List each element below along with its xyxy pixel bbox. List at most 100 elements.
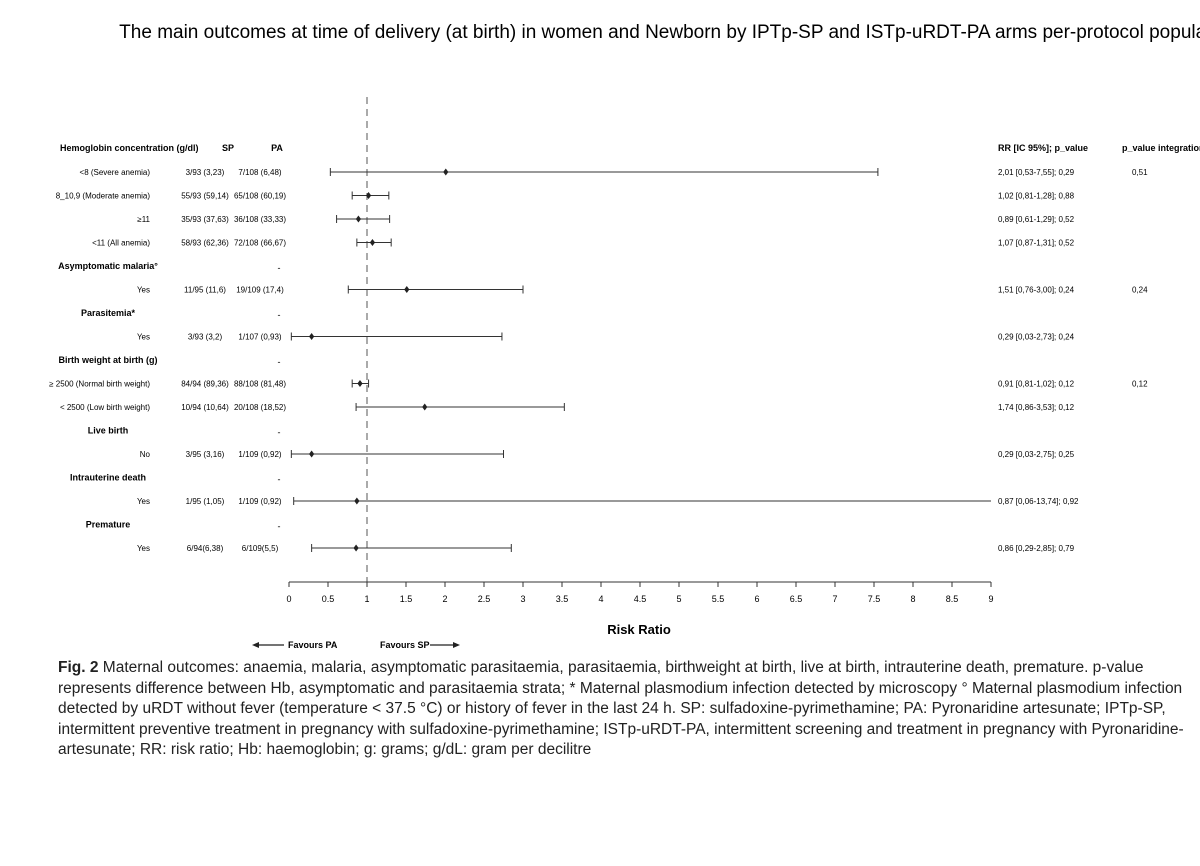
outcome-row: < 2500 (Low birth weight) 10/94 (10,64) 20…	[60, 403, 1075, 412]
rr-value: 1,02 [0,81-1,28]; 0,88	[998, 192, 1075, 201]
rr-value: 0,87 [0,06-13,74]; 0,92	[998, 497, 1079, 506]
favours-pa-arrowhead	[252, 642, 259, 648]
pa-value: 72/108 (66,67)	[234, 239, 286, 248]
sp-value: 3/93 (3,23)	[186, 168, 225, 177]
row-label: ≥ 2500 (Normal birth weight)	[49, 380, 150, 389]
pa-value: 88/108 (81,48)	[234, 380, 286, 389]
outcome-row: Yes 3/93 (3,2) 1/107 (0,93) 0,29 [0,03-2,73…	[137, 332, 1075, 342]
x-tick-label: 0.5	[322, 594, 335, 604]
group-header-row: Birth weight at birth (g) -	[59, 355, 281, 367]
group-label: Intrauterine death	[70, 473, 146, 483]
column-header-sp: SP	[222, 143, 234, 153]
rr-value: 0,29 [0,03-2,75]; 0,25	[998, 450, 1075, 459]
favours-sp-label: Favours SP	[380, 640, 430, 650]
x-tick-label: 2	[442, 594, 447, 604]
point-estimate	[353, 544, 359, 552]
sp-value: 6/94(6,38)	[187, 544, 224, 553]
sp-value: 10/94 (10,64)	[181, 403, 229, 412]
sp-value: 3/95 (3,16)	[186, 450, 225, 459]
pa-placeholder: -	[278, 428, 281, 438]
row-label: No	[140, 450, 151, 459]
point-estimate	[422, 403, 428, 411]
outcome-row: ≥ 2500 (Normal birth weight) 84/94 (89,36…	[49, 379, 1148, 389]
pa-placeholder: -	[278, 310, 281, 320]
chart-title: The main outcomes at time of delivery (a…	[119, 22, 1200, 43]
x-tick-label: 6	[754, 594, 759, 604]
figure-caption: Fig. 2 Maternal outcomes: anaemia, malar…	[58, 658, 1188, 761]
row-label: 8_10,9 (Moderate anemia)	[56, 192, 151, 201]
rr-value: 2,01 [0,53-7,55]; 0,29	[998, 168, 1075, 177]
column-header-pa: PA	[271, 143, 283, 153]
sp-value: 1/95 (1,05)	[186, 497, 225, 506]
caption-text: Maternal outcomes: anaemia, malaria, asy…	[58, 659, 1184, 758]
favours-sp-annotation: Favours SP	[380, 640, 460, 650]
pa-placeholder: -	[278, 522, 281, 532]
pa-value: 6/109(5,5)	[242, 544, 279, 553]
x-tick-label: 8.5	[946, 594, 959, 604]
x-tick-label: 7.5	[868, 594, 881, 604]
row-label: Yes	[137, 497, 150, 506]
point-estimate	[354, 497, 360, 505]
row-label: ≥11	[137, 215, 150, 224]
sp-value: 58/93 (62,36)	[181, 239, 229, 248]
group-header-row: Intrauterine death -	[70, 473, 281, 485]
point-estimate	[355, 215, 362, 223]
group-label: Asymptomatic malaria°	[58, 261, 158, 271]
outcome-row: <11 (All anemia) 58/93 (62,36) 72/108 (66,…	[92, 238, 1075, 248]
group-header-row: Live birth -	[88, 426, 281, 438]
column-header-label: Hemoglobin concentration (g/dl)	[60, 143, 199, 153]
x-tick-label: 3	[520, 594, 525, 604]
point-estimate	[404, 286, 410, 293]
x-tick-label: 3.5	[556, 594, 569, 604]
sp-value: 11/95 (11,6)	[184, 286, 226, 295]
point-estimate	[365, 192, 372, 199]
group-label: Premature	[86, 520, 131, 530]
pa-value: 1/107 (0,93)	[238, 333, 281, 342]
forest-plot: The main outcomes at time of delivery (a…	[49, 22, 1200, 650]
point-estimate	[309, 450, 315, 458]
x-tick-label: 6.5	[790, 594, 803, 604]
rr-value: 0,89 [0,61-1,29]; 0,52	[998, 215, 1075, 224]
rr-value: 0,86 [0,29-2,85]; 0,79	[998, 544, 1075, 553]
group-header-row: Asymptomatic malaria° -	[58, 261, 280, 273]
outcome-row: No 3/95 (3,16) 1/109 (0,92) 0,29 [0,03-2,75…	[140, 450, 1075, 459]
outcome-row: <8 (Severe anemia) 3/93 (3,23) 7/108 (6,48…	[80, 168, 1148, 177]
x-tick-label: 5.5	[712, 594, 725, 604]
pa-value: 7/108 (6,48)	[238, 168, 281, 177]
rr-value: 1,74 [0,86-3,53]; 0,12	[998, 403, 1075, 412]
x-tick-label: 0	[286, 594, 291, 604]
x-axis: 0 0.5 1 1.5 2 2.5 3 3.5 4 4.5 5 5.5 6 6.5 7 7.5 8 8.5 9	[286, 581, 994, 604]
x-tick-label: 5	[676, 594, 681, 604]
row-label: Yes	[137, 333, 150, 342]
sp-value: 84/94 (89,36)	[181, 380, 229, 389]
x-tick-label: 4	[598, 594, 603, 604]
p-integration-value: 0,51	[1132, 168, 1148, 177]
outcome-row: 8_10,9 (Moderate anemia) 55/93 (59,14) 65/…	[56, 191, 1075, 201]
group-header-row: Parasitemia* -	[81, 308, 281, 320]
sp-value: 55/93 (59,14)	[181, 192, 229, 201]
outcome-row: Yes 6/94(6,38) 6/109(5,5) 0,86 [0,29-2,85];…	[137, 544, 1075, 553]
favours-pa-annotation: Favours PA	[252, 640, 338, 650]
x-tick-label: 1.5	[400, 594, 413, 604]
rr-value: 1,07 [0,87-1,31]; 0,52	[998, 239, 1075, 248]
pa-placeholder: -	[278, 475, 281, 485]
x-tick-label: 1	[364, 594, 369, 604]
pa-value: 20/108 (18,52)	[234, 403, 286, 412]
x-tick-label: 8	[910, 594, 915, 604]
point-estimate	[357, 380, 363, 387]
outcome-row: ≥11 35/93 (37,63) 36/108 (33,33) 0,89 [0,61…	[137, 215, 1075, 224]
group-label: Parasitemia*	[81, 308, 136, 318]
pa-value: 19/109 (17,4)	[236, 286, 284, 295]
x-axis-title: Risk Ratio	[607, 622, 671, 637]
favours-pa-label: Favours PA	[288, 640, 338, 650]
column-header-p-integration: p_value integration	[1122, 143, 1200, 153]
x-tick-label: 9	[988, 594, 993, 604]
p-integration-value: 0,24	[1132, 286, 1148, 295]
pa-value: 1/109 (0,92)	[238, 450, 281, 459]
row-label: Yes	[137, 286, 150, 295]
pa-value: 36/108 (33,33)	[234, 215, 286, 224]
group-header-row: Premature -	[86, 520, 281, 532]
rr-value: 0,29 [0,03-2,73]; 0,24	[998, 333, 1075, 342]
rr-value: 0,91 [0,81-1,02]; 0,12	[998, 380, 1075, 389]
row-label: <8 (Severe anemia)	[80, 168, 151, 177]
